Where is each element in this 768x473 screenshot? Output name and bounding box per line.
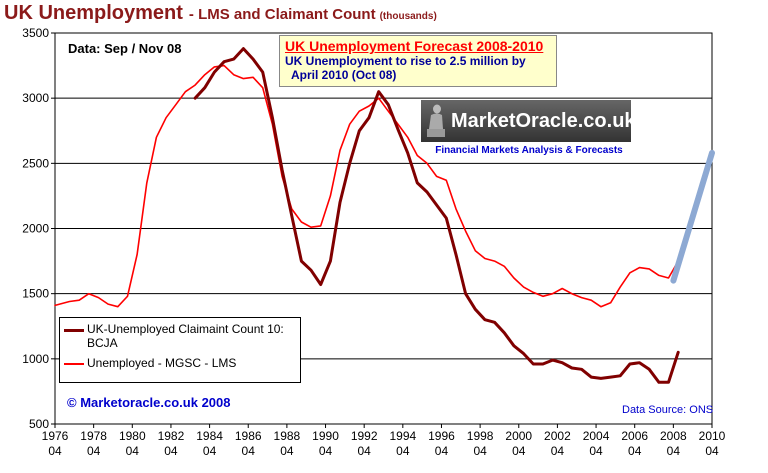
logo-name: MarketOracle.co.uk — [451, 110, 636, 132]
x-tick-label-year: 1982 — [158, 429, 185, 443]
x-tick-label-month: 04 — [319, 444, 333, 458]
data-source-text: Data Source: ONS — [622, 404, 714, 416]
x-tick-label-year: 1986 — [235, 429, 262, 443]
x-tick-label-month: 04 — [126, 444, 140, 458]
legend-item-claimant: UK-Unemployed Claimaint Count 10: BCJA — [64, 322, 297, 350]
title-unit: (thousands) — [379, 11, 437, 22]
x-tick-label-year: 1976 — [42, 429, 69, 443]
x-tick-label-year: 1994 — [389, 429, 416, 443]
x-tick-label-year: 1992 — [351, 429, 378, 443]
y-tick-label: 500 — [29, 417, 49, 431]
x-tick-label-month: 04 — [396, 444, 410, 458]
y-tick-label: 3500 — [22, 26, 49, 40]
x-tick-label-month: 04 — [48, 444, 62, 458]
x-tick-label-year: 1998 — [467, 429, 494, 443]
series-line-lms — [54, 64, 680, 308]
legend-label-claimant: UK-Unemployed Claimaint Count 10: BCJA — [87, 322, 284, 350]
x-tick-label-year: 1996 — [428, 429, 455, 443]
chart-title: UK Unemployment - LMS and Claimant Count(… — [4, 2, 437, 25]
x-tick-label-year: 1988 — [274, 429, 301, 443]
statue-icon — [427, 104, 445, 137]
x-tick-label-year: 1990 — [312, 429, 339, 443]
x-tick-label-year: 2002 — [544, 429, 571, 443]
forecast-title: UK Unemployment Forecast 2008-2010 — [285, 38, 544, 54]
legend-swatch-lms — [64, 363, 84, 365]
x-tick-label-month: 04 — [242, 444, 256, 458]
x-tick-label-month: 04 — [589, 444, 603, 458]
copyright-text: © Marketoracle.co.uk 2008 — [67, 395, 231, 410]
title-main: UK Unemployment — [4, 2, 183, 24]
x-tick-label-month: 04 — [512, 444, 526, 458]
legend: UK-Unemployed Claimaint Count 10: BCJA U… — [59, 317, 301, 383]
x-tick-label-month: 04 — [164, 444, 178, 458]
x-axis-ticks: 1976041978041980041982041984041986041988… — [42, 424, 726, 458]
forecast-box: UK Unemployment Forecast 2008-2010 UK Un… — [279, 35, 557, 87]
forecast-line-2: April 2010 (Oct 08) — [291, 68, 397, 82]
logo-banner: MarketOracle.co.uk — [421, 100, 636, 142]
legend-swatch-claimant — [64, 329, 84, 332]
y-tick-label: 2000 — [22, 222, 49, 236]
y-tick-label: 1500 — [22, 287, 49, 301]
x-tick-label-year: 2006 — [621, 429, 648, 443]
marketoracle-logo[interactable]: MarketOracle.co.uk Financial Markets Ana… — [421, 100, 636, 160]
x-tick-label-year: 1980 — [119, 429, 146, 443]
x-tick-label-month: 04 — [705, 444, 719, 458]
x-tick-label-month: 04 — [203, 444, 217, 458]
x-tick-label-year: 1978 — [80, 429, 107, 443]
x-tick-label-month: 04 — [473, 444, 487, 458]
series-line-claimant — [193, 47, 680, 384]
y-axis-ticks: 500 1000 1500 2000 2500 3000 3500 — [22, 26, 55, 431]
logo-tagline: Financial Markets Analysis & Forecasts — [435, 145, 623, 156]
data-note: Data: Sep / Nov 08 — [68, 41, 182, 56]
series-lines — [54, 47, 715, 384]
forecast-arrow — [670, 149, 715, 284]
x-tick-label-year: 2004 — [583, 429, 610, 443]
y-tick-label: 2500 — [22, 156, 49, 170]
x-tick-label-year: 2008 — [660, 429, 687, 443]
x-tick-label-month: 04 — [435, 444, 449, 458]
x-tick-label-year: 1984 — [196, 429, 223, 443]
legend-item-lms: Unemployed - MGSC - LMS — [64, 356, 236, 370]
title-sub: - LMS and Claimant Count — [188, 6, 376, 23]
y-tick-label: 1000 — [22, 352, 49, 366]
forecast-line-1: UK Unemployment to rise to 2.5 million b… — [285, 54, 526, 68]
y-tick-label: 3000 — [22, 91, 49, 105]
x-tick-label-year: 2000 — [505, 429, 532, 443]
legend-label-lms: Unemployed - MGSC - LMS — [87, 356, 237, 370]
x-tick-label-month: 04 — [87, 444, 101, 458]
x-tick-label-month: 04 — [551, 444, 565, 458]
x-tick-label-month: 04 — [628, 444, 642, 458]
x-tick-label-year: 2010 — [699, 429, 726, 443]
x-tick-label-month: 04 — [667, 444, 681, 458]
x-tick-label-month: 04 — [280, 444, 294, 458]
x-tick-label-month: 04 — [357, 444, 371, 458]
